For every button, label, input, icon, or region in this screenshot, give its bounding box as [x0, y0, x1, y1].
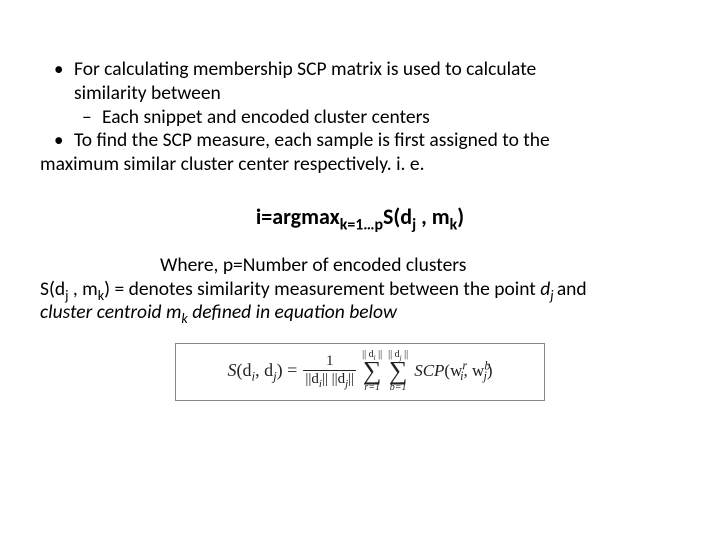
bullet-2: To find the SCP measure, each sample is … [40, 129, 680, 153]
where-line3-post: defined in equation below [188, 300, 397, 324]
where-block: Where, p=Number of encoded clusters S(dj… [40, 254, 680, 325]
eq-lhs: S(di, dj) = [227, 360, 297, 381]
where-sdjmk-pre: S(d [40, 277, 65, 301]
eq-scp-close: ) [487, 361, 493, 380]
where-sdjmk-mid: , m [68, 277, 97, 301]
bullet-1-sub1: Each snippet and encoded cluster centers [74, 106, 680, 130]
bullet-1-line2: similarity between [74, 81, 221, 105]
eq-sum2-sigma: ∑ [389, 359, 408, 382]
formula-lhs: i=argmax [256, 203, 340, 230]
eq-sum-2: || dj || ∑ b=1 [388, 350, 408, 391]
formula-sub: k=1…p [340, 215, 383, 234]
formula-sep: , m [416, 203, 450, 230]
equation-row: S(di, dj) = 1 ||di|| ||dj|| || di || ∑ r… [186, 350, 534, 391]
formula-close: ) [457, 203, 464, 230]
bullet-2-continuation: maximum similar cluster center respectiv… [40, 153, 680, 177]
eq-lhs-comma: , d [255, 360, 273, 380]
bullet-list: For calculating membership SCP matrix is… [40, 58, 680, 153]
slide-root: For calculating membership SCP matrix is… [0, 0, 720, 540]
eq-scp-term: SCP(wri, wbj) [414, 361, 492, 381]
eq-sum1-bot: r=1 [364, 383, 380, 392]
where-line-1: Where, p=Number of encoded clusters [40, 254, 680, 278]
eq-frac-den: ||di|| ||dj|| [303, 371, 356, 388]
where-line-3: cluster centroid mk defined in equation … [40, 301, 680, 325]
where-line-2: S(dj , mk) = denotes similarity measurem… [40, 278, 680, 302]
eq-lhs-close: ) = [277, 360, 298, 380]
eq-sum2-bot: b=1 [390, 383, 407, 392]
eq-den-open: ||d [305, 371, 319, 387]
eq-sum1-sigma: ∑ [363, 359, 382, 382]
where-sdjmk-post: ) = denotes similarity measurement betwe… [104, 277, 540, 301]
argmax-formula: i=argmaxk=1…pS(dj , mk) [40, 203, 680, 230]
eq-frac-num: 1 [324, 354, 336, 371]
where-dj-ital: d [540, 277, 550, 301]
bullet-1-sublist: Each snippet and encoded cluster centers [74, 106, 680, 130]
eq-lhs-open: (d [236, 360, 251, 380]
eq-scp-name: SCP [414, 361, 444, 380]
eq-den-close: || [348, 371, 354, 387]
eq-sum-1: || di || ∑ r=1 [362, 350, 382, 391]
eq-den-mid: || ||d [322, 371, 345, 387]
where-and: and [557, 277, 587, 301]
where-line3-pre: cluster centroid m [40, 300, 181, 324]
equation-box: S(di, dj) = 1 ||di|| ||dj|| || di || ∑ r… [175, 343, 545, 400]
bullet-1: For calculating membership SCP matrix is… [40, 58, 680, 129]
bullet-1-line1: For calculating membership SCP matrix is… [74, 57, 536, 81]
bullet-2-line1: To find the SCP measure, each sample is … [74, 128, 550, 152]
formula-mid: S(d [383, 203, 412, 230]
eq-fraction: 1 ||di|| ||dj|| [303, 354, 356, 389]
eq-scp-comma: , w [464, 361, 485, 380]
